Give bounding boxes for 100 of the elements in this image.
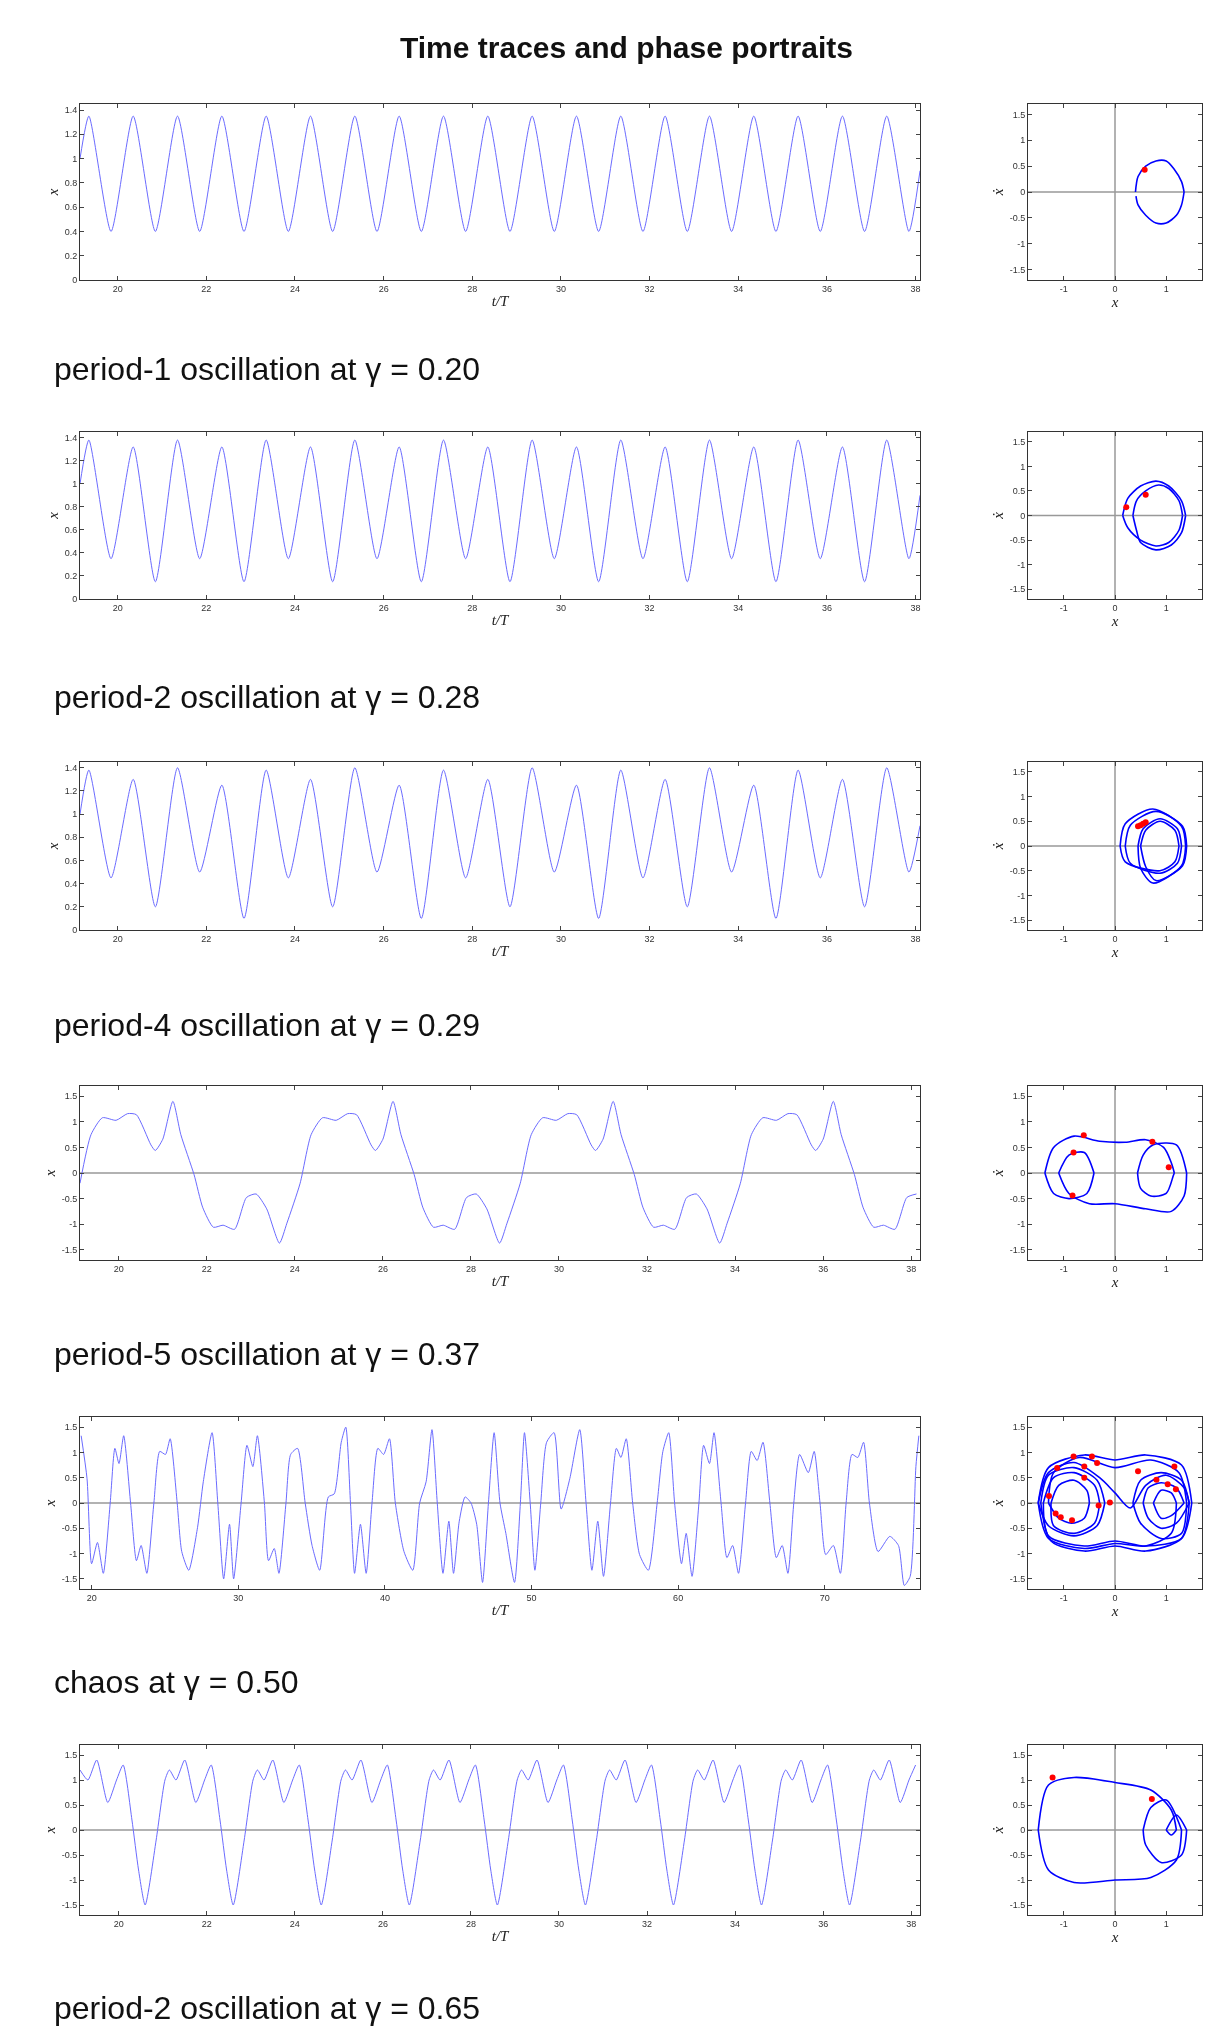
y-tick-label: 0 — [72, 594, 78, 605]
y-tick-label: 1.4 — [64, 762, 78, 773]
y-tick-label: 0.5 — [1012, 816, 1026, 827]
x-tick-label: 38 — [910, 602, 921, 613]
x-tick-label: 36 — [821, 602, 832, 613]
x-tick-label: -1 — [1059, 1592, 1068, 1603]
y-tick-label: 1.5 — [1012, 1091, 1026, 1102]
y-tick-label: 1 — [1020, 1447, 1026, 1458]
y-tick-label: 0 — [72, 1498, 78, 1509]
y-tick-label: -1.5 — [1009, 1574, 1026, 1585]
x-tick-label: 22 — [201, 602, 212, 613]
y-tick-label: 1 — [1020, 461, 1026, 472]
y-tick-label: 1.2 — [64, 786, 78, 797]
y-tick-label: 0 — [72, 1825, 78, 1836]
y-tick-label: 1 — [1020, 791, 1026, 802]
x-tick-label: 38 — [906, 1263, 917, 1274]
y-tick-label: 1 — [72, 1447, 78, 1458]
y-axis-title: x — [44, 188, 61, 197]
y-tick-label: 0.5 — [1012, 486, 1026, 497]
x-axis-title: x — [1110, 293, 1119, 310]
y-axis-title: ẋ — [989, 188, 1006, 197]
x-tick-label: 36 — [818, 1263, 829, 1274]
y-tick-label: -0.5 — [61, 1850, 78, 1861]
x-tick-label: 20 — [86, 1592, 97, 1603]
y-tick-label: 1 — [72, 478, 78, 489]
y-axis-title: x — [41, 1499, 58, 1508]
x-tick-label: 24 — [289, 602, 300, 613]
x-tick-label: 20 — [113, 1918, 124, 1929]
y-axis-title: x — [44, 842, 61, 851]
x-axis-title: t/T — [491, 611, 510, 628]
x-tick-label: 40 — [379, 1592, 390, 1603]
x-tick-label: 34 — [730, 1918, 741, 1929]
y-tick-label: 1 — [72, 1116, 78, 1127]
y-tick-label: -1.5 — [1009, 1244, 1026, 1255]
y-tick-label: 1.5 — [1012, 436, 1026, 447]
x-tick-label: 26 — [378, 602, 389, 613]
y-tick-label: 1 — [72, 1775, 78, 1786]
x-tick-label: -1 — [1059, 933, 1068, 944]
y-tick-label: 1.5 — [64, 1750, 78, 1761]
y-tick-label: 0.6 — [64, 202, 78, 213]
x-tick-label: 30 — [555, 602, 566, 613]
y-tick-label: 1.5 — [64, 1422, 78, 1433]
x-axis-title: x — [1110, 943, 1119, 960]
y-tick-label: 1.5 — [1012, 1422, 1026, 1433]
y-tick-label: 0.2 — [64, 901, 78, 912]
x-tick-label: 30 — [555, 283, 566, 294]
x-tick-label: 38 — [906, 1918, 917, 1929]
x-tick-label: 32 — [642, 1263, 653, 1274]
y-tick-label: 1 — [1020, 135, 1026, 146]
y-tick-label: 1.5 — [1012, 109, 1026, 120]
y-tick-label: -1 — [1017, 1548, 1026, 1559]
x-tick-label: -1 — [1059, 602, 1068, 613]
y-axis-title: x — [41, 1826, 58, 1835]
x-tick-label: 24 — [289, 933, 300, 944]
y-tick-label: -1 — [1017, 1875, 1026, 1886]
x-axis-title: x — [1110, 1273, 1119, 1290]
y-tick-label: 0 — [1020, 187, 1026, 198]
y-tick-label: -1.5 — [61, 1900, 78, 1911]
x-tick-label: 26 — [377, 1918, 388, 1929]
y-tick-label: -1 — [69, 1219, 78, 1230]
y-tick-label: 0 — [1020, 1825, 1026, 1836]
y-tick-label: -1 — [1017, 238, 1026, 249]
x-tick-label: 50 — [526, 1592, 537, 1603]
x-tick-label: 22 — [201, 1918, 212, 1929]
x-tick-label: 28 — [467, 283, 478, 294]
text: period-2 oscillation at γ = 0.28 — [54, 679, 481, 715]
y-tick-label: -0.5 — [1009, 213, 1026, 224]
y-tick-label: 0.4 — [64, 226, 78, 237]
x-tick-label: -1 — [1059, 1918, 1068, 1929]
x-tick-label: 32 — [642, 1918, 653, 1929]
x-tick-label: 22 — [201, 933, 212, 944]
x-tick-label: 34 — [733, 602, 744, 613]
y-tick-label: -1.5 — [1009, 1900, 1026, 1911]
x-tick-label: 32 — [644, 283, 655, 294]
y-tick-label: 0.8 — [64, 832, 78, 843]
text: period-2 oscillation at γ = 0.65 — [54, 1990, 481, 2026]
y-tick-label: -1 — [1017, 890, 1026, 901]
y-tick-label: 0.6 — [64, 855, 78, 866]
y-tick-label: 0.5 — [64, 1472, 78, 1483]
y-tick-label: -0.5 — [1009, 1193, 1026, 1204]
x-tick-label: 1 — [1163, 283, 1169, 294]
x-tick-label: 34 — [733, 283, 744, 294]
x-tick-label: 36 — [818, 1918, 829, 1929]
y-tick-label: 0 — [72, 275, 78, 286]
y-axis-title: x — [41, 1169, 58, 1178]
y-axis-title: ẋ — [989, 842, 1006, 851]
x-tick-label: 0 — [1112, 602, 1118, 613]
x-tick-label: 26 — [378, 283, 389, 294]
y-axis-title: ẋ — [989, 1826, 1006, 1835]
y-tick-label: 0 — [1020, 1498, 1026, 1509]
x-axis-title: x — [1110, 1928, 1119, 1945]
x-tick-label: 34 — [733, 933, 744, 944]
y-tick-label: 1.2 — [64, 129, 78, 140]
x-tick-label: 1 — [1163, 933, 1169, 944]
x-tick-label: 22 — [201, 283, 212, 294]
y-tick-label: -0.5 — [1009, 535, 1026, 546]
x-tick-label: 0 — [1112, 933, 1118, 944]
x-axis-title: t/T — [491, 292, 510, 309]
y-tick-label: 0 — [1020, 841, 1026, 852]
y-tick-label: 0.8 — [64, 502, 78, 513]
